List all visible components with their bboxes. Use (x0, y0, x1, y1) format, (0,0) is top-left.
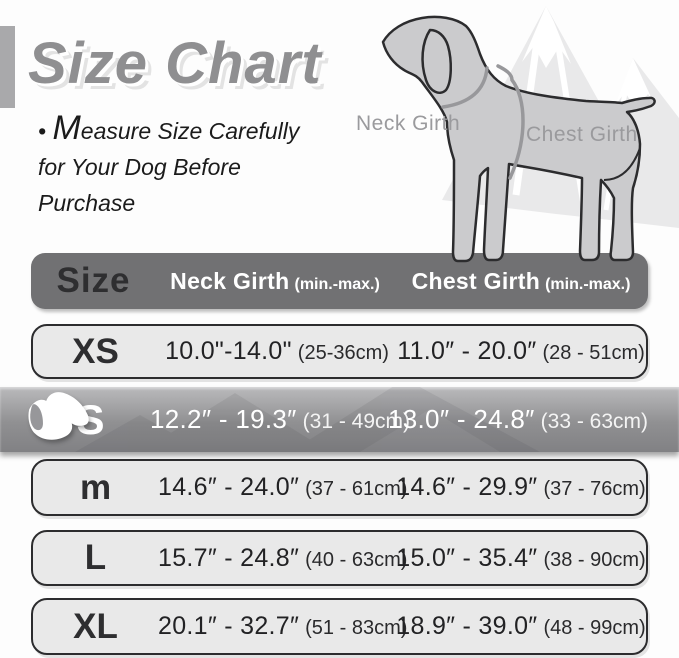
neck-cm: (51 - 83cm) (305, 617, 408, 639)
note-line-3: Purchase (38, 190, 136, 216)
page-title: Size Chart (28, 31, 322, 96)
dog-ear-spot (30, 403, 43, 430)
chest-inches: 11.0″ - 20.0″ (397, 337, 537, 365)
chest-inches: 13.0″ - 24.8″ (388, 404, 535, 434)
chest-cm: (48 - 99cm) (543, 617, 646, 639)
neck-girth-cell: 15.7″ - 24.8″ (40 - 63cm) (158, 543, 407, 573)
size-row-l: L 15.7″ - 24.8″ (40 - 63cm) 15.0″ - 35.4″… (31, 530, 648, 586)
neck-girth-header-label: Neck Girth (170, 267, 290, 294)
neck-girth-cell: 10.0"-14.0" (25-36cm) (158, 337, 396, 366)
size-row-xl: XL 20.1″ - 32.7″ (51 - 83cm) 18.9″ - 39.0… (31, 598, 648, 655)
chest-girth-header-label: Chest Girth (411, 267, 541, 294)
note-line-2: for Your Dog Before (38, 154, 241, 180)
chest-cm: (37 - 76cm) (543, 478, 646, 500)
measure-note: • Measure Size Carefully for Your Dog Be… (38, 110, 358, 221)
neck-inches: 12.2″ - 19.3″ (150, 404, 297, 434)
chest-inches: 18.9″ - 39.0″ (396, 612, 538, 640)
column-header-chest-girth: Chest Girth (min.-max.) (394, 268, 648, 295)
highlighted-row-columns: S 12.2″ - 19.3″ (31 - 49cm) 13.0″ - 24.8″… (28, 391, 648, 444)
size-label: XS (72, 331, 119, 371)
chest-girth-cell: 11.0″ - 20.0″ (28 - 51cm) (396, 337, 646, 366)
chest-girth-header-sub: (min.-max.) (545, 275, 631, 293)
note-line-1-text: easure Size Carefully (80, 118, 300, 144)
neck-girth-cell: 14.6″ - 24.0″ (37 - 61cm) (158, 473, 407, 502)
size-label: XL (73, 606, 118, 646)
table-header: Size Neck Girth (min.-max.) Chest Girth (m… (31, 253, 648, 309)
neck-girth-cell: 12.2″ - 19.3″ (31 - 49cm) (150, 404, 410, 435)
size-row-m: m 14.6″ - 24.0″ (37 - 61cm) 14.6″ - 29.9″… (31, 459, 648, 516)
note-bullet: • (38, 118, 47, 144)
chest-girth-cell: 15.0″ - 35.4″ (38 - 90cm) (396, 544, 646, 573)
chest-girth-cell: 13.0″ - 24.8″ (33 - 63cm) (388, 404, 648, 435)
title-accent-bar (0, 26, 15, 108)
neck-girth-tape (441, 66, 489, 109)
dog-thigh-contour (603, 147, 641, 181)
neck-cm: (25-36cm) (297, 342, 389, 364)
neck-cm: (40 - 63cm) (305, 548, 408, 571)
chest-girth-cell: 14.6″ - 29.9″ (37 - 76cm) (396, 473, 646, 502)
dog-head-icon (28, 391, 89, 440)
chest-cm: (33 - 63cm) (540, 410, 648, 433)
neck-inches: 15.7″ - 24.8″ (158, 543, 300, 572)
dog-silhouette-icon (381, 15, 656, 263)
neck-cm: (37 - 61cm) (305, 478, 408, 500)
note-line-1: • Measure Size Carefully (38, 110, 358, 149)
snow-cap (522, 6, 571, 68)
neck-inches: 14.6″ - 24.0″ (158, 473, 300, 501)
column-header-size: Size (56, 261, 131, 300)
neck-cm: (31 - 49cm) (302, 410, 410, 433)
size-row-s-highlighted: S 12.2″ - 19.3″ (31 - 49cm) 13.0″ - 24.8″… (0, 387, 679, 452)
note-lead-cap: M (52, 109, 81, 147)
neck-girth-cell: 20.1″ - 32.7″ (51 - 83cm) (158, 612, 407, 641)
neck-girth-label: Neck Girth (356, 112, 461, 135)
neck-inches: 20.1″ - 32.7″ (158, 612, 300, 640)
chest-cm: (38 - 90cm) (543, 548, 646, 571)
neck-girth-header-sub: (min.-max.) (294, 275, 380, 293)
size-label: L (84, 538, 107, 577)
size-row-xs: XS 10.0"-14.0" (25-36cm) 11.0″ - 20.0″ (28… (31, 324, 648, 379)
column-header-neck-girth: Neck Girth (min.-max.) (156, 268, 394, 295)
chest-girth-label: Chest Girth (526, 123, 638, 146)
dog-ear (421, 28, 452, 94)
neck-inches: 10.0"-14.0" (165, 337, 292, 365)
chest-girth-tape (496, 64, 525, 180)
chest-inches: 14.6″ - 29.9″ (396, 473, 538, 501)
chest-cm: (28 - 51cm) (542, 342, 645, 364)
size-label: m (79, 467, 112, 507)
chest-inches: 15.0″ - 35.4″ (396, 543, 538, 572)
chest-girth-cell: 18.9″ - 39.0″ (48 - 99cm) (396, 612, 646, 641)
